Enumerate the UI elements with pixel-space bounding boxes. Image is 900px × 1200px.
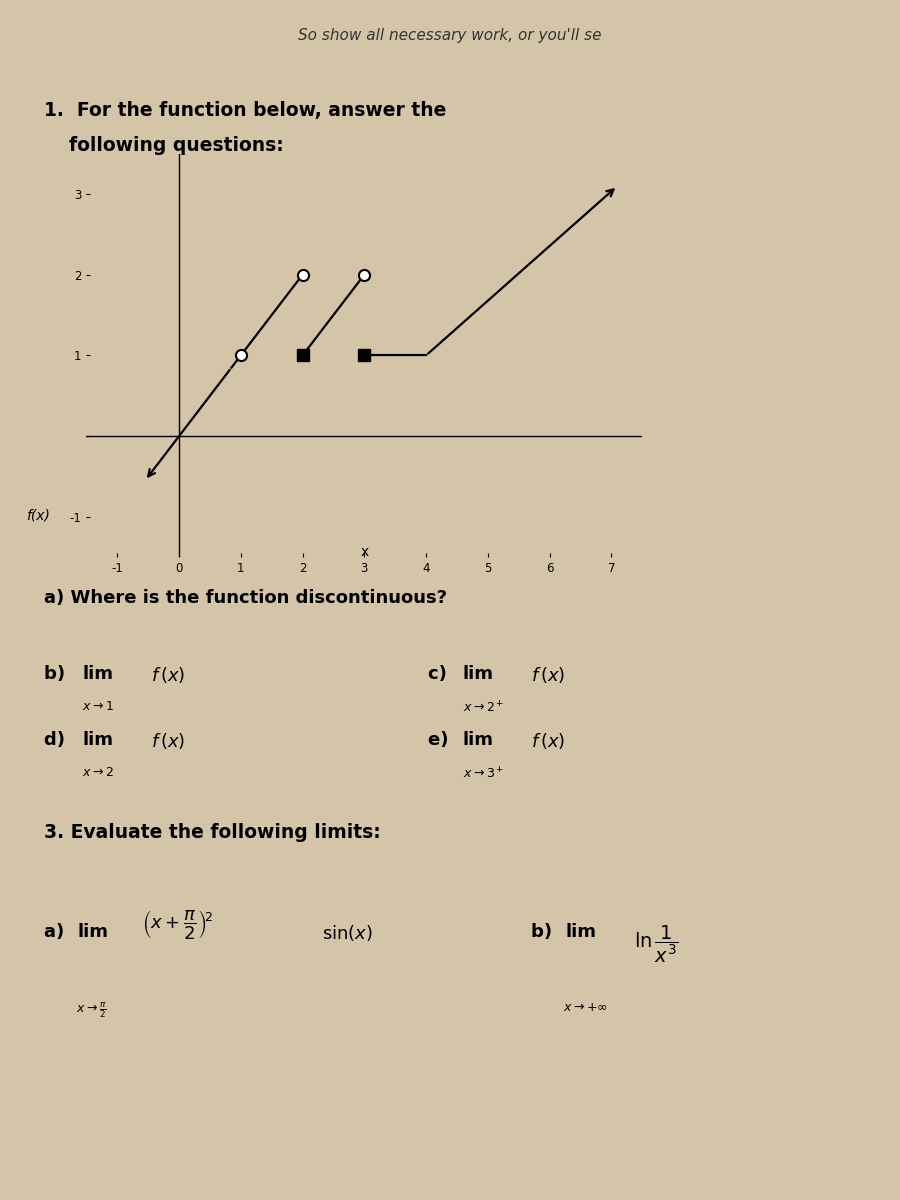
Text: $x{\rightarrow}2^+$: $x{\rightarrow}2^+$ (463, 700, 504, 715)
Text: 1.  For the function below, answer the: 1. For the function below, answer the (43, 102, 446, 120)
Text: f(x): f(x) (27, 509, 50, 522)
Text: following questions:: following questions: (69, 136, 284, 155)
Text: So show all necessary work, or you'll se: So show all necessary work, or you'll se (298, 28, 602, 42)
Text: $x{\rightarrow}1$: $x{\rightarrow}1$ (82, 700, 114, 713)
Text: $x{\rightarrow}2$: $x{\rightarrow}2$ (82, 766, 113, 779)
Text: lim: lim (78, 923, 109, 941)
Text: $f\,(x)$: $f\,(x)$ (150, 665, 184, 685)
Text: $f\,(x)$: $f\,(x)$ (150, 731, 184, 751)
Text: $x{\rightarrow}{+}\infty$: $x{\rightarrow}{+}\infty$ (563, 1001, 608, 1014)
Text: e): e) (428, 731, 455, 749)
Text: $f\,(x)$: $f\,(x)$ (531, 731, 565, 751)
Text: $x{\rightarrow}3^+$: $x{\rightarrow}3^+$ (463, 766, 504, 781)
Text: $\sin(x)$: $\sin(x)$ (321, 923, 373, 943)
Text: lim: lim (463, 731, 493, 749)
Text: b): b) (43, 665, 71, 683)
Text: lim: lim (82, 731, 113, 749)
Text: d): d) (43, 731, 71, 749)
Text: 3. Evaluate the following limits:: 3. Evaluate the following limits: (43, 823, 381, 841)
Text: $x{\rightarrow}\frac{\pi}{2}$: $x{\rightarrow}\frac{\pi}{2}$ (76, 1001, 107, 1020)
Text: $\ln\dfrac{1}{x^3}$: $\ln\dfrac{1}{x^3}$ (634, 923, 679, 965)
Text: lim: lim (565, 923, 596, 941)
Text: a): a) (43, 923, 70, 941)
Text: $f\,(x)$: $f\,(x)$ (531, 665, 565, 685)
Text: c): c) (428, 665, 454, 683)
Text: lim: lim (463, 665, 493, 683)
Text: $\left(x+\dfrac{\pi}{2}\right)^{\!2}$: $\left(x+\dfrac{\pi}{2}\right)^{\!2}$ (142, 908, 213, 941)
Text: b): b) (531, 923, 558, 941)
Text: a) Where is the function discontinuous?: a) Where is the function discontinuous? (43, 588, 446, 607)
Text: x: x (360, 545, 368, 559)
Text: lim: lim (82, 665, 113, 683)
